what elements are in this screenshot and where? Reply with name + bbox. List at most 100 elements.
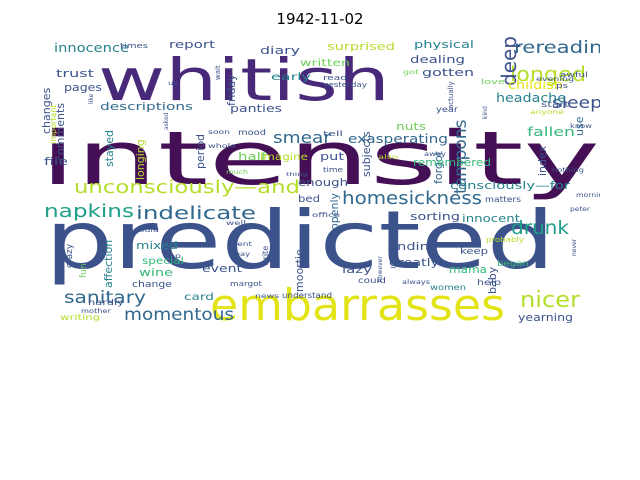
cloud-word: margot	[230, 280, 262, 288]
cloud-word: however	[377, 256, 384, 282]
cloud-word: smear	[273, 128, 331, 147]
cloud-word: intensity	[40, 116, 600, 202]
cloud-word: panties	[230, 102, 282, 115]
cloud-word: kind	[482, 106, 489, 119]
cloud-word: imagine	[260, 152, 308, 163]
cloud-word: away	[424, 151, 447, 158]
cloud-word: longing	[134, 139, 147, 180]
cloud-word: bep	[163, 253, 181, 260]
cloud-word: wine	[139, 266, 173, 279]
cloud-word: friday	[225, 74, 238, 106]
cloud-word: affection	[102, 240, 115, 288]
cloud-word: moortje	[293, 249, 306, 292]
cloud-word: index	[536, 145, 549, 176]
cloud-word: surprised	[327, 40, 395, 53]
cloud-word: drunk	[511, 217, 569, 239]
cloud-word: yesterday	[323, 81, 367, 89]
cloud-word: love	[481, 78, 505, 86]
cloud-word: could	[358, 276, 386, 285]
cloud-word: rereading	[514, 38, 600, 58]
cloud-word: embarrasses	[210, 280, 505, 326]
cloud-word: period	[194, 134, 207, 169]
cloud-word: longed	[510, 62, 586, 86]
cloud-word: sorting	[410, 210, 460, 223]
cloud-word: put	[320, 150, 345, 163]
cloud-word: write	[261, 246, 270, 266]
cloud-word: went	[230, 241, 253, 248]
cloud-word: actually	[447, 81, 455, 109]
cloud-word: thing	[286, 172, 308, 178]
cloud-word: help	[477, 278, 501, 287]
cloud-word: news	[255, 293, 279, 300]
cloud-word: matters	[485, 195, 521, 204]
cloud-word: also	[378, 154, 399, 161]
cloud-word: headache	[496, 91, 566, 105]
cloud-word: awful	[560, 71, 588, 79]
cloud-word: hardly	[88, 298, 124, 307]
cloud-word: unconsciously—and	[74, 177, 300, 198]
cloud-word: ps	[556, 82, 569, 90]
cloud-word: predicted	[45, 194, 555, 287]
cloud-word: momentous	[124, 305, 234, 325]
cloud-word: sanitary	[64, 288, 146, 308]
cloud-word: use	[573, 116, 586, 136]
cloud-word: us	[168, 80, 178, 87]
cloud-word: peter	[570, 206, 591, 213]
cloud-word: always	[402, 279, 430, 286]
cloud-word: evening	[536, 76, 574, 83]
cloud-word: file	[44, 155, 68, 168]
cloud-word: got	[403, 69, 420, 76]
cloud-word: mood	[238, 128, 266, 137]
cloud-word: deep	[497, 36, 521, 86]
cloud-word: women	[430, 283, 466, 292]
cloud-word: important	[49, 104, 58, 144]
cloud-word: year	[436, 105, 459, 114]
cloud-word: yearning	[518, 311, 573, 324]
cloud-word: well	[226, 220, 247, 227]
cloud-word: trust	[56, 67, 95, 80]
cloud-word: exasperating	[348, 132, 448, 146]
cloud-word: sleep	[552, 93, 600, 112]
cloud-word: time	[323, 166, 343, 174]
cloud-word: card	[184, 292, 214, 303]
cloud-word: stayed	[103, 130, 116, 167]
cloud-word: changes	[40, 88, 53, 134]
cloud-word: mama	[449, 263, 487, 276]
cloud-word: nicer	[520, 288, 581, 313]
cloud-word: nothing	[552, 167, 584, 174]
cloud-word: read	[323, 74, 347, 82]
cloud-word: whitish	[98, 46, 390, 114]
cloud-word: would	[131, 227, 159, 234]
cloud-word: fallen	[527, 125, 575, 139]
cloud-word: like	[88, 93, 95, 104]
cloud-word: soon	[208, 129, 230, 136]
cloud-word: comments	[54, 103, 67, 161]
cloud-word: lazy	[342, 263, 373, 276]
cloud-word: tell	[323, 130, 343, 138]
cloud-word: subjects	[360, 131, 373, 177]
cloud-word: start	[541, 100, 569, 109]
cloud-word: understand	[282, 291, 332, 300]
cloud-word: remembered	[413, 156, 491, 169]
cloud-word: times	[120, 42, 148, 50]
cloud-word: innocent	[462, 212, 521, 225]
cloud-word: writing	[60, 313, 100, 322]
cloud-word: openly	[328, 192, 341, 230]
cloud-word: began	[497, 259, 529, 268]
chart-title: 1942-11-02	[276, 10, 364, 28]
cloud-word: event	[202, 262, 243, 275]
cloud-word: may	[232, 251, 251, 258]
cloud-word: anyone	[530, 109, 564, 116]
cloud-word: written	[300, 58, 350, 69]
cloud-word: asked	[163, 112, 170, 130]
cloud-word: pages	[64, 81, 102, 94]
cloud-word: homesickness	[342, 188, 482, 209]
cloud-word: dealing	[410, 53, 465, 66]
cloud-word: change	[132, 280, 173, 290]
cloud-word: whole	[208, 143, 236, 150]
cloud-word: probably	[486, 236, 524, 244]
cloud-word: never	[571, 238, 578, 256]
cloud-word: early	[271, 72, 311, 83]
cloud-word: finding	[388, 240, 438, 253]
cloud-word: mother	[81, 308, 112, 315]
